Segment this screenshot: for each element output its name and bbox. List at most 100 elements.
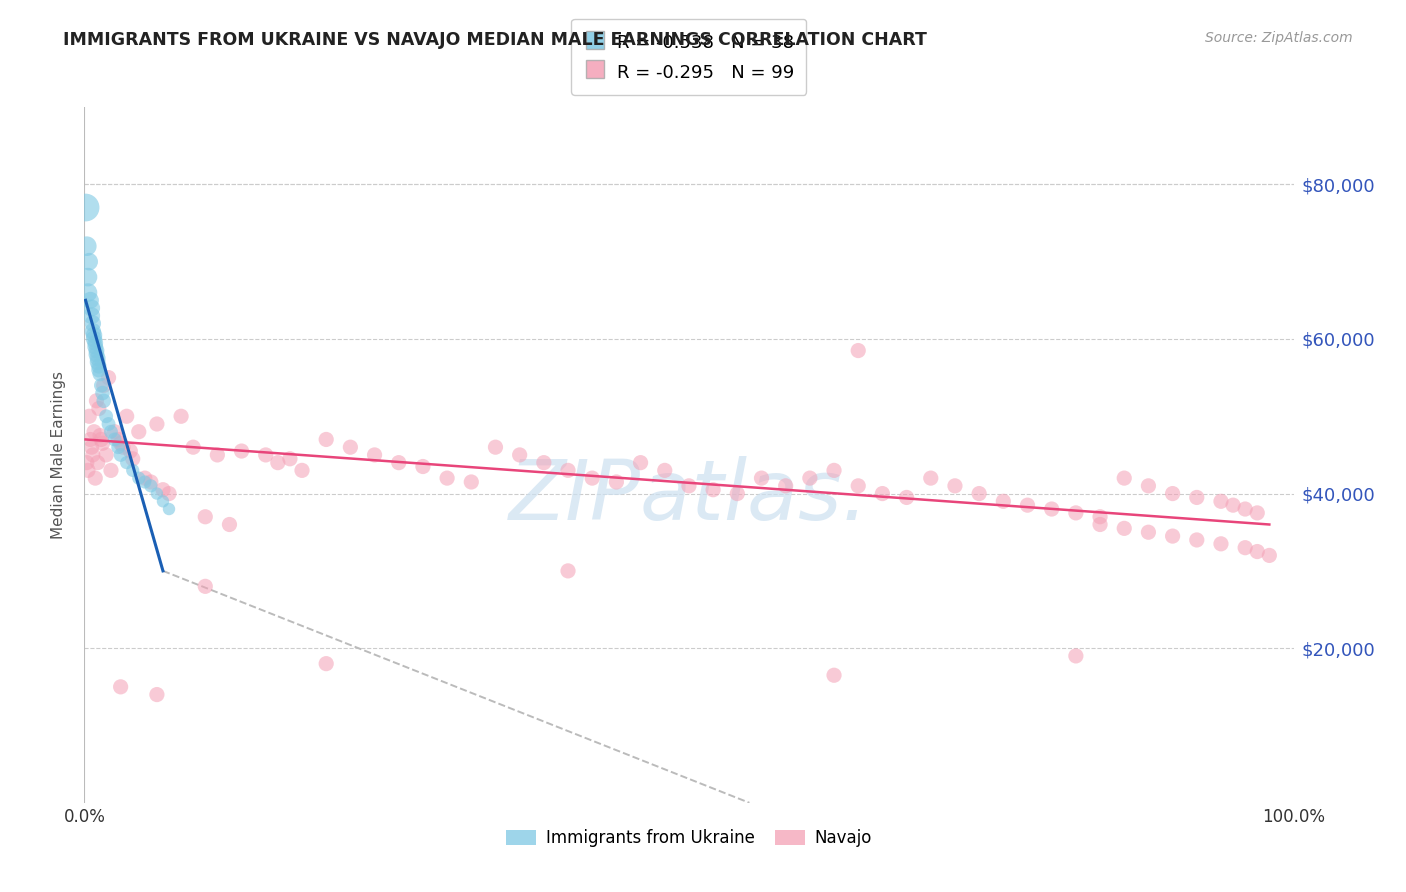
Point xyxy=(91,436,114,450)
Point xyxy=(872,486,894,500)
Point xyxy=(1161,486,1184,500)
Point xyxy=(1222,498,1244,512)
Point xyxy=(460,475,482,489)
Point xyxy=(339,440,361,454)
Point xyxy=(533,456,555,470)
Point xyxy=(152,494,174,508)
Point xyxy=(581,471,603,485)
Point xyxy=(751,471,773,485)
Point xyxy=(97,417,120,431)
Point xyxy=(86,351,108,366)
Point xyxy=(76,239,98,253)
Text: ZIPatlas.: ZIPatlas. xyxy=(509,456,869,537)
Point xyxy=(775,479,797,493)
Point xyxy=(484,440,506,454)
Point xyxy=(100,425,122,439)
Point xyxy=(82,324,104,338)
Point xyxy=(896,491,918,505)
Point xyxy=(80,309,103,323)
Point xyxy=(630,456,652,470)
Point xyxy=(77,254,100,268)
Point xyxy=(1040,502,1063,516)
Point xyxy=(100,463,122,477)
Point xyxy=(993,494,1015,508)
Point xyxy=(86,343,108,358)
Point xyxy=(1234,541,1257,555)
Point xyxy=(1137,525,1160,540)
Point xyxy=(315,657,337,671)
Point xyxy=(207,448,229,462)
Point xyxy=(75,201,97,215)
Point xyxy=(121,463,143,477)
Point xyxy=(77,409,100,424)
Point xyxy=(157,486,180,500)
Point xyxy=(557,564,579,578)
Point xyxy=(134,471,156,485)
Point xyxy=(846,479,869,493)
Point xyxy=(267,456,290,470)
Point xyxy=(86,393,108,408)
Point xyxy=(1088,517,1111,532)
Point xyxy=(86,355,108,369)
Point xyxy=(1185,491,1208,505)
Point xyxy=(1234,502,1257,516)
Point xyxy=(846,343,869,358)
Point xyxy=(77,270,100,285)
Point xyxy=(1064,648,1087,663)
Point xyxy=(104,425,127,439)
Point xyxy=(79,293,101,308)
Point xyxy=(157,502,180,516)
Point xyxy=(107,433,129,447)
Point xyxy=(90,433,112,447)
Point xyxy=(84,471,107,485)
Point xyxy=(128,425,150,439)
Point xyxy=(139,475,162,489)
Point xyxy=(388,456,411,470)
Point xyxy=(94,409,117,424)
Point xyxy=(1246,544,1268,558)
Point xyxy=(112,440,135,454)
Point xyxy=(1088,509,1111,524)
Point xyxy=(363,448,385,462)
Point xyxy=(278,451,301,466)
Point xyxy=(79,433,101,447)
Point xyxy=(87,363,110,377)
Point xyxy=(1209,494,1232,508)
Point xyxy=(104,433,127,447)
Point xyxy=(1246,506,1268,520)
Point xyxy=(181,440,204,454)
Point xyxy=(128,471,150,485)
Point xyxy=(146,486,169,500)
Point xyxy=(87,359,110,373)
Point xyxy=(77,463,100,477)
Point xyxy=(702,483,724,497)
Point xyxy=(87,401,110,416)
Point xyxy=(1258,549,1281,563)
Point xyxy=(291,463,314,477)
Point xyxy=(1114,471,1136,485)
Point xyxy=(1114,521,1136,535)
Point xyxy=(115,409,138,424)
Point xyxy=(254,448,277,462)
Point xyxy=(1161,529,1184,543)
Point xyxy=(80,440,103,454)
Point xyxy=(412,459,434,474)
Point xyxy=(678,479,700,493)
Point xyxy=(823,668,845,682)
Point xyxy=(89,367,111,381)
Point xyxy=(1064,506,1087,520)
Point xyxy=(83,332,105,346)
Point xyxy=(436,471,458,485)
Point xyxy=(509,448,531,462)
Point xyxy=(152,483,174,497)
Point xyxy=(139,479,162,493)
Point xyxy=(84,340,107,354)
Point xyxy=(1137,479,1160,493)
Point xyxy=(86,456,108,470)
Point xyxy=(110,436,132,450)
Point xyxy=(82,448,104,462)
Point xyxy=(170,409,193,424)
Legend: Immigrants from Ukraine, Navajo: Immigrants from Ukraine, Navajo xyxy=(499,822,879,854)
Point xyxy=(97,370,120,384)
Point xyxy=(725,486,748,500)
